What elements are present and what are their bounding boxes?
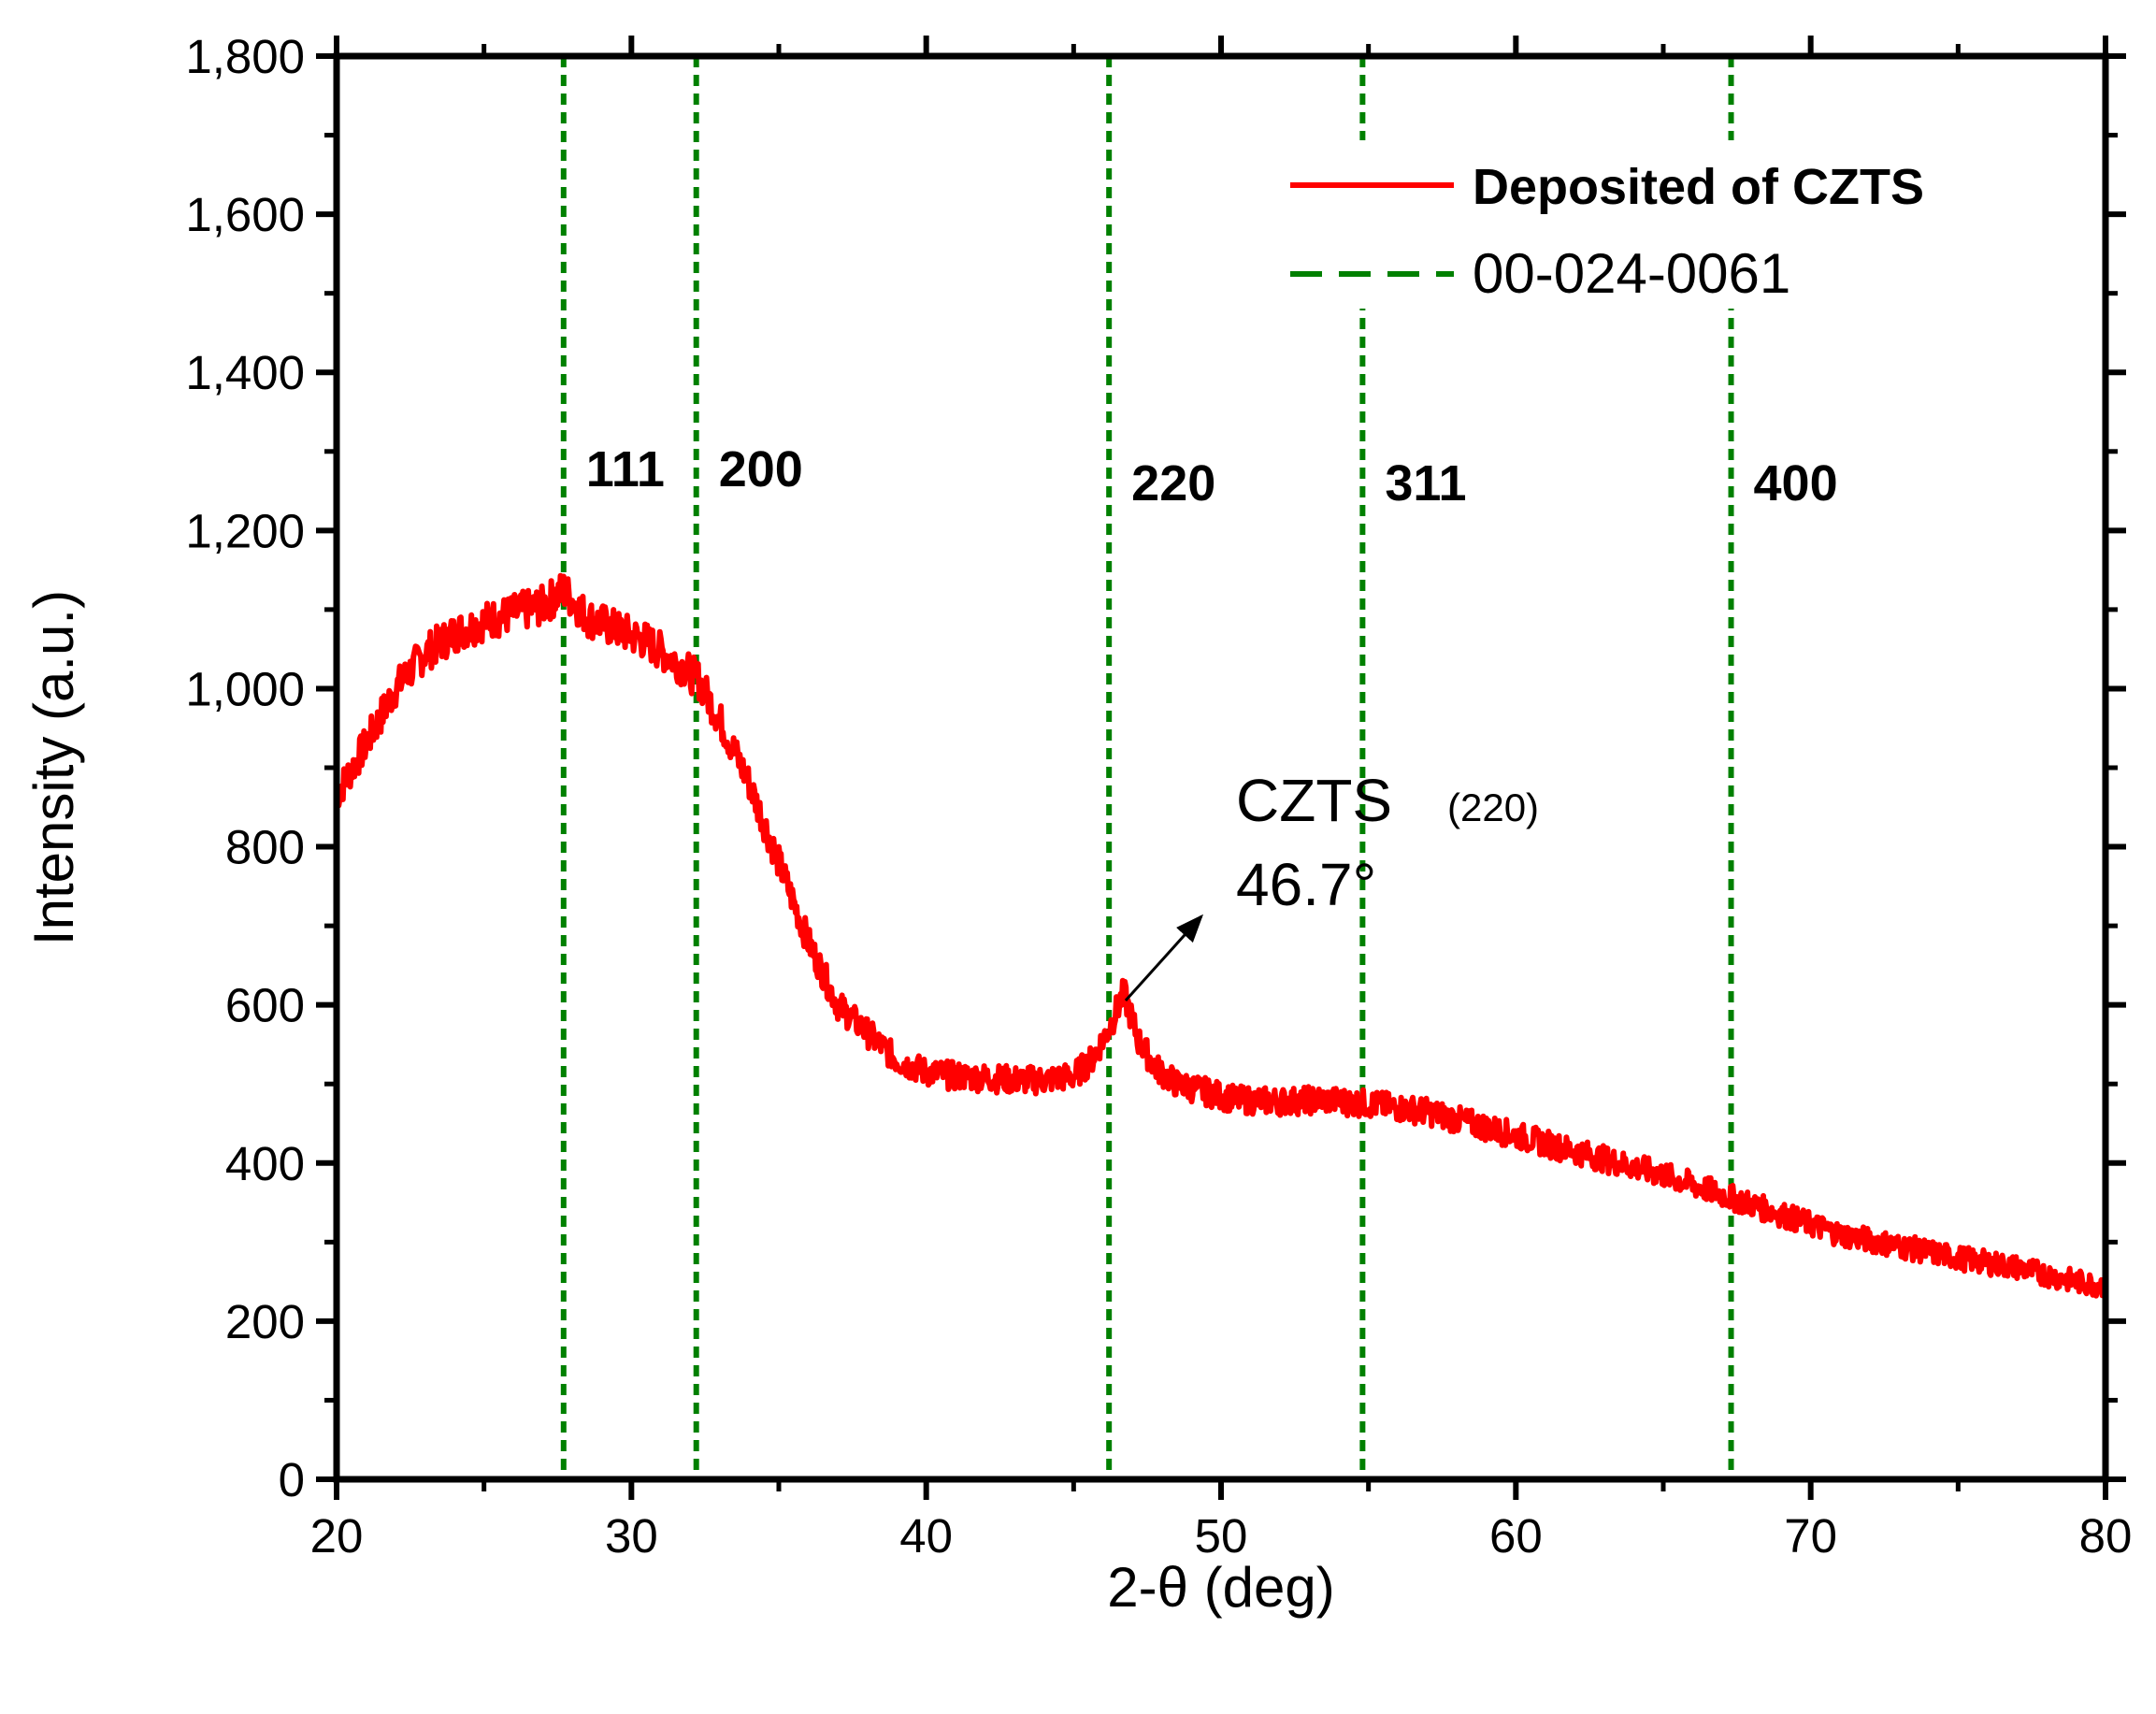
y-tick-label: 1,000 [185, 662, 305, 715]
x-tick-label: 80 [2079, 1509, 2133, 1563]
x-axis-title: 2-θ (deg) [1107, 1556, 1334, 1619]
y-axis-title: Intensity (a.u.) [22, 590, 85, 945]
x-tick-label: 60 [1489, 1509, 1543, 1563]
y-tick-label: 1,200 [185, 504, 305, 557]
annotation-title: CZTS [1236, 767, 1392, 834]
y-tick-label: 1,400 [185, 346, 305, 399]
y-tick-label: 400 [225, 1137, 305, 1190]
legend-label-1: 00-024-0061 [1473, 242, 1790, 305]
y-tick-label: 800 [225, 821, 305, 874]
plane-label-400: 400 [1754, 455, 1838, 511]
legend-background [1276, 140, 2062, 309]
plane-label-200: 200 [719, 441, 803, 497]
annotation-arrow [1124, 914, 1204, 1001]
legend-label-0: Deposited of CZTS [1473, 159, 1924, 215]
y-tick-label: 200 [225, 1295, 305, 1348]
y-tick-label: 1,800 [185, 30, 305, 83]
y-tick-label: 0 [279, 1453, 305, 1506]
y-tick-label: 600 [225, 979, 305, 1032]
plane-label-311: 311 [1385, 455, 1466, 511]
series-line-deposited-czts [337, 572, 2106, 1299]
y-tick-label: 1,600 [185, 188, 305, 241]
x-tick-label: 50 [1195, 1509, 1248, 1563]
x-tick-label: 30 [605, 1509, 658, 1563]
x-tick-label: 20 [310, 1509, 364, 1563]
annotation-value: 46.7° [1236, 851, 1376, 918]
plane-label-220: 220 [1131, 455, 1215, 511]
annotation-subscript: (220) [1447, 785, 1539, 829]
x-tick-label: 70 [1784, 1509, 1837, 1563]
plane-label-111: 111 [586, 441, 665, 497]
x-tick-label: 40 [899, 1509, 953, 1563]
